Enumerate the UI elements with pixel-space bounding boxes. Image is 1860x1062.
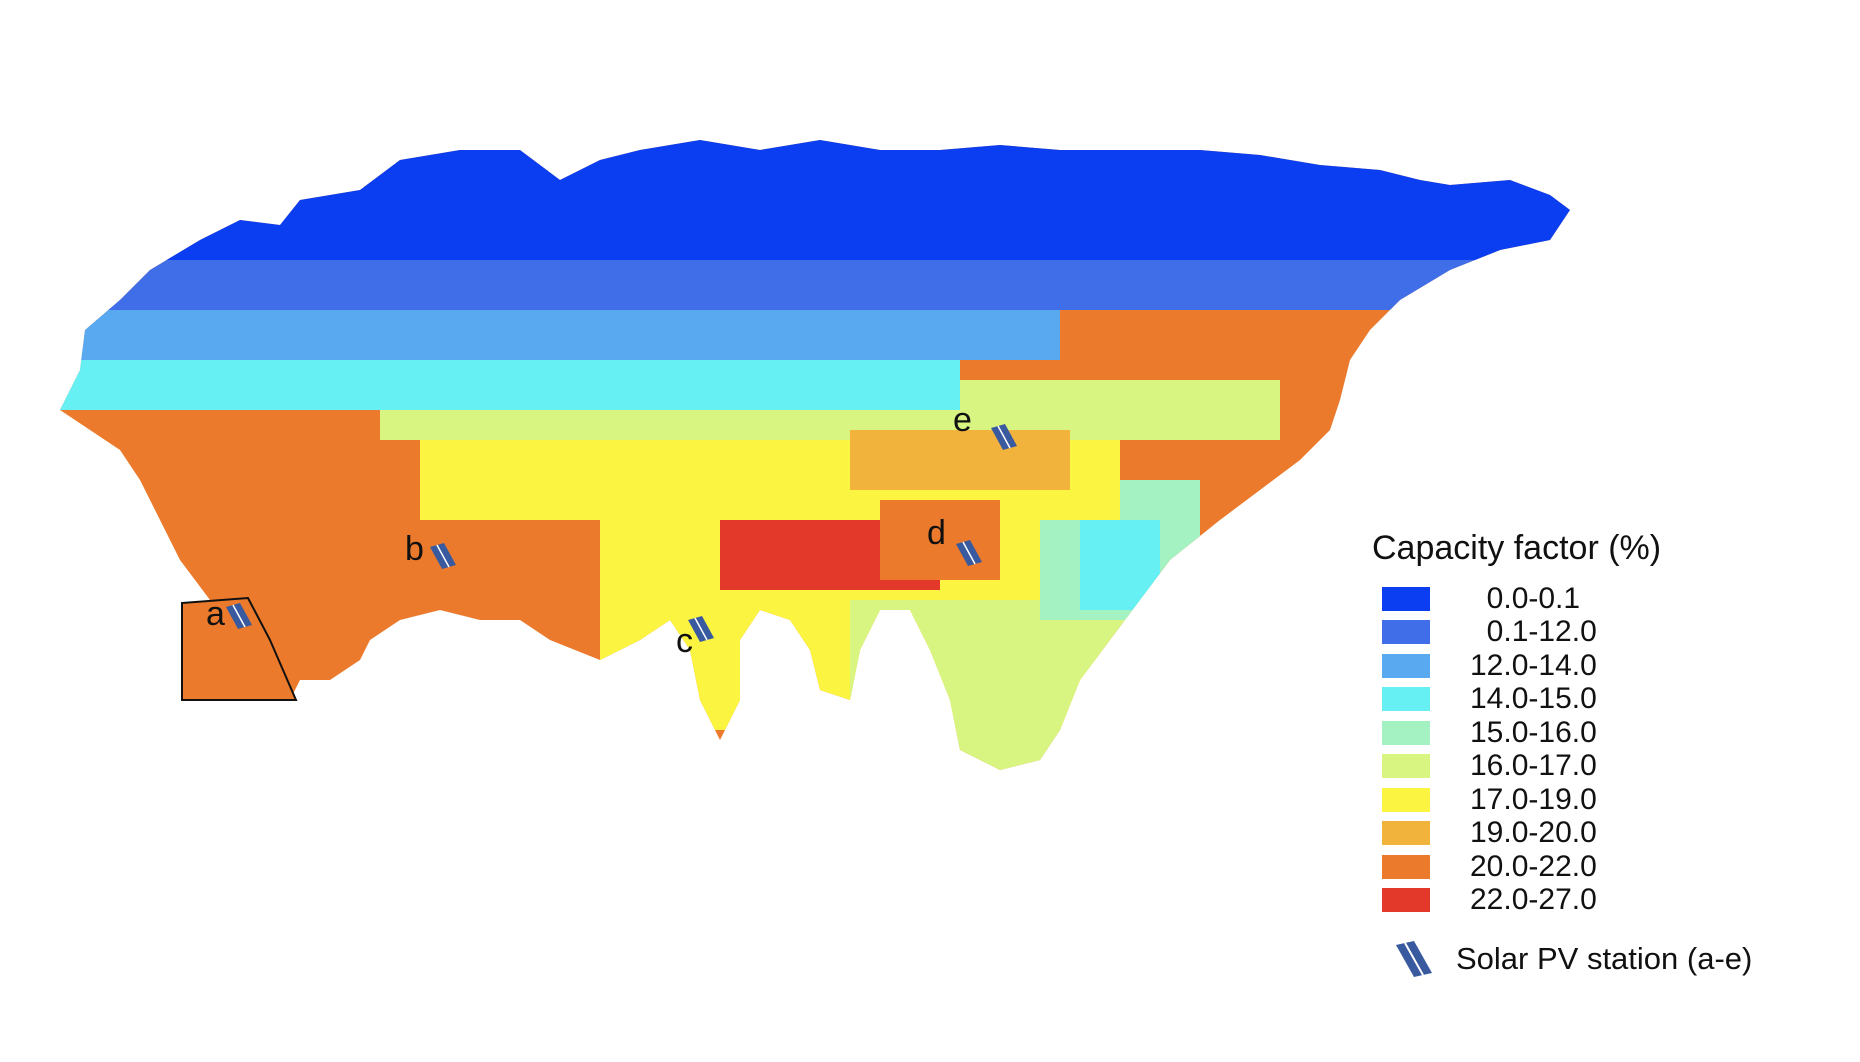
- legend-label: 0.1-12.0: [1470, 615, 1597, 649]
- zone-16-17-south: [850, 600, 1150, 770]
- legend-label: 22.0-27.0: [1470, 883, 1597, 917]
- legend-label: 15.0-16.0: [1470, 715, 1597, 749]
- legend-row: 20.0-22.0: [1372, 850, 1842, 884]
- zone-20-22-tibet: [880, 500, 1000, 580]
- legend: Capacity factor (%) 0.0-0.1 0.1-12.0 12.0…: [1372, 528, 1842, 979]
- africa-egypt: [181, 596, 298, 701]
- station-d: d: [927, 514, 982, 566]
- legend-swatch: [1382, 720, 1430, 745]
- legend-swatch: [1382, 687, 1430, 712]
- station-c: c: [676, 616, 714, 660]
- legend-swatch: [1382, 754, 1430, 779]
- legend-classes: 0.0-0.1 0.1-12.0 12.0-14.0 14.0-15.0 15.0-1…: [1372, 582, 1842, 917]
- legend-swatch: [1382, 653, 1430, 678]
- legend-swatch: [1382, 821, 1430, 846]
- station-letter: b: [405, 530, 424, 568]
- legend-row: 12.0-14.0: [1372, 649, 1842, 683]
- station-letter: d: [927, 514, 946, 552]
- legend-row: 17.0-19.0: [1372, 783, 1842, 817]
- zone-20-22-mongolia: [850, 430, 1070, 490]
- legend-label: 0.0-0.1: [1470, 581, 1581, 615]
- legend-title: Capacity factor (%): [1372, 529, 1662, 567]
- station-letter: a: [206, 595, 225, 633]
- station-letter: e: [953, 401, 972, 439]
- legend-swatch: [1382, 854, 1430, 879]
- legend-swatch: [1382, 586, 1430, 611]
- station-e: e: [953, 401, 1017, 450]
- station-b: b: [405, 530, 456, 569]
- legend-row: 14.0-15.0: [1372, 683, 1842, 717]
- legend-label: 17.0-19.0: [1470, 782, 1597, 816]
- zone-0-01: [60, 140, 1570, 260]
- solar-panel-icon: [1396, 941, 1432, 977]
- legend-row: 22.0-27.0: [1372, 884, 1842, 918]
- legend-swatch: [1382, 787, 1430, 812]
- legend-label: 19.0-20.0: [1470, 816, 1597, 850]
- legend-swatch: [1382, 888, 1430, 913]
- station-letter: c: [676, 622, 693, 660]
- legend-label: 14.0-15.0: [1470, 682, 1597, 716]
- legend-row: 16.0-17.0: [1372, 750, 1842, 784]
- legend-swatch: [1382, 620, 1430, 645]
- station-legend-label: Solar PV station (a-e): [1456, 941, 1753, 976]
- legend-row: 0.1-12.0: [1372, 616, 1842, 650]
- legend-station: Solar PV station (a-e): [1372, 939, 1842, 979]
- station-a: a: [206, 595, 252, 633]
- legend-row: 15.0-16.0: [1372, 716, 1842, 750]
- legend-label: 16.0-17.0: [1470, 749, 1597, 783]
- legend-row: 0.0-0.1: [1372, 582, 1842, 616]
- legend-label: 20.0-22.0: [1470, 849, 1597, 883]
- legend-row: 19.0-20.0: [1372, 817, 1842, 851]
- zone-14-15-east: [1080, 520, 1160, 610]
- legend-label: 12.0-14.0: [1470, 648, 1597, 682]
